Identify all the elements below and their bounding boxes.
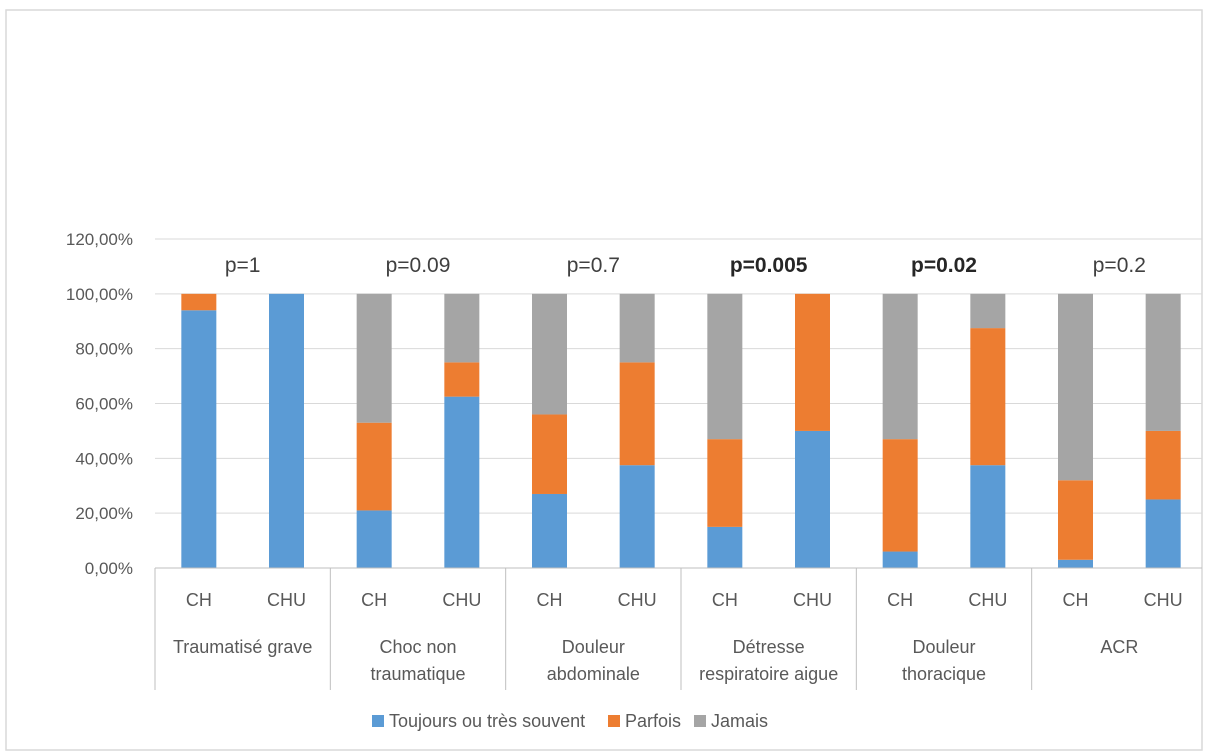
x-tick-label: CH bbox=[712, 590, 738, 610]
legend: Toujours ou très souvent Parfois Jamais bbox=[372, 711, 768, 731]
legend-label: Toujours ou très souvent bbox=[389, 711, 585, 731]
legend-swatch bbox=[608, 715, 620, 727]
bar-segment bbox=[181, 310, 217, 568]
y-tick-label: 120,00% bbox=[66, 230, 133, 249]
bars bbox=[181, 293, 1181, 568]
group-label: abdominale bbox=[547, 664, 640, 684]
group-label: ACR bbox=[1100, 637, 1138, 657]
p-value-label: p=0.02 bbox=[911, 254, 977, 277]
bar-segment bbox=[444, 362, 480, 397]
bar-segment bbox=[795, 293, 830, 431]
x-tick-label: CHU bbox=[1144, 590, 1183, 610]
x-tick-label: CH bbox=[361, 590, 387, 610]
y-tick-label: 60,00% bbox=[75, 395, 133, 414]
bar-segment bbox=[1145, 293, 1181, 431]
bar-segment bbox=[795, 430, 830, 568]
group-label: respiratoire aigue bbox=[699, 664, 838, 684]
bar-segment bbox=[269, 293, 304, 568]
bar-segment bbox=[444, 396, 480, 568]
bar-segment bbox=[1145, 499, 1181, 568]
bar-segment bbox=[882, 439, 918, 552]
gridlines bbox=[155, 238, 1202, 514]
p-value-label: p=0.7 bbox=[567, 254, 620, 277]
bar-segment bbox=[619, 362, 655, 466]
p-value-label: p=0.2 bbox=[1093, 254, 1146, 277]
p-value-labels: p=1 p=0.09 p=0.7 p=0.005 p=0.02 p=0.2 bbox=[225, 254, 1146, 277]
bar-segment bbox=[882, 293, 918, 440]
bar-segment bbox=[619, 465, 655, 568]
y-tick-label: 40,00% bbox=[75, 449, 133, 468]
p-value-label: p=0.005 bbox=[730, 254, 808, 277]
x-tick-label: CH bbox=[537, 590, 563, 610]
legend-swatch bbox=[694, 715, 706, 727]
bar-segment bbox=[707, 293, 743, 440]
legend-swatch bbox=[372, 715, 384, 727]
bar-segment bbox=[1145, 430, 1181, 500]
x-tick-label: CH bbox=[186, 590, 212, 610]
bar-segment bbox=[356, 293, 392, 423]
bar-segment bbox=[619, 293, 655, 363]
y-axis-ticks: 0,00% 20,00% 40,00% 60,00% 80,00% 100,00% 120,… bbox=[66, 230, 133, 578]
group-label: Choc non bbox=[379, 637, 456, 657]
bar-segment bbox=[1058, 293, 1093, 481]
p-value-label: p=1 bbox=[225, 254, 261, 277]
bar-segment bbox=[532, 293, 567, 415]
y-tick-label: 20,00% bbox=[75, 504, 133, 523]
p-value-label: p=0.09 bbox=[386, 254, 451, 277]
group-label: Détresse bbox=[733, 637, 805, 657]
x-tick-label: CHU bbox=[442, 590, 481, 610]
bar-segment bbox=[882, 551, 918, 568]
group-label: Douleur bbox=[912, 637, 975, 657]
group-label: Traumatisé grave bbox=[173, 637, 312, 657]
x-axis: CH CHU CH CHU CH CHU CH CHU CH CHU CH CHU Traumatisé… bbox=[154, 567, 1202, 690]
group-label: thoracique bbox=[902, 664, 986, 684]
x-tick-label: CHU bbox=[968, 590, 1007, 610]
x-tick-label: CHU bbox=[618, 590, 657, 610]
group-label: Douleur bbox=[562, 637, 625, 657]
y-tick-label: 100,00% bbox=[66, 285, 133, 304]
y-tick-label: 80,00% bbox=[75, 340, 133, 359]
bar-segment bbox=[1058, 559, 1093, 568]
bar-segment bbox=[970, 293, 1006, 329]
bar-segment bbox=[707, 439, 743, 527]
x-tick-label: CHU bbox=[793, 590, 832, 610]
bar-segment bbox=[707, 526, 743, 568]
bar-segment bbox=[970, 465, 1006, 568]
legend-label: Parfois bbox=[625, 711, 681, 731]
bar-segment bbox=[532, 414, 567, 494]
bar-segment bbox=[181, 293, 217, 311]
legend-label: Jamais bbox=[711, 711, 768, 731]
bar-segment bbox=[970, 328, 1006, 466]
x-tick-label: CH bbox=[887, 590, 913, 610]
bar-segment bbox=[1058, 480, 1093, 560]
bar-segment bbox=[532, 493, 567, 568]
x-tick-label: CH bbox=[1063, 590, 1089, 610]
bar-segment bbox=[356, 510, 392, 568]
group-label: traumatique bbox=[370, 664, 465, 684]
y-tick-label: 0,00% bbox=[85, 559, 133, 578]
bar-segment bbox=[444, 293, 480, 363]
bar-segment bbox=[356, 422, 392, 511]
x-tick-label: CHU bbox=[267, 590, 306, 610]
